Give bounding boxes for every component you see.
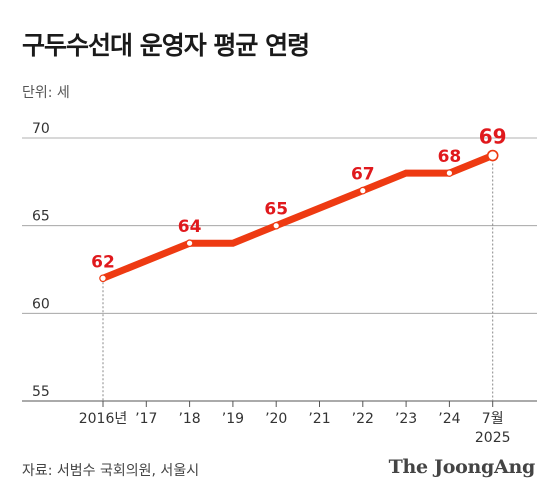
data-point: [358, 186, 367, 195]
data-label: 69: [479, 125, 507, 149]
data-labels: 62 64 65 67 68 69: [91, 125, 506, 273]
y-tick-label: 65: [32, 209, 50, 225]
unit-label: 단위: 세: [22, 85, 70, 101]
data-label: 62: [91, 252, 115, 272]
x-tick-label: ’18: [178, 411, 200, 427]
data-point: [185, 239, 194, 248]
x-tick-label: 7월: [482, 411, 504, 427]
data-label: 68: [438, 147, 462, 167]
x-tick-label: ’20: [265, 411, 287, 427]
x-tick-label: ’22: [352, 411, 374, 427]
x-tick-label: ’23: [395, 411, 417, 427]
y-tick-label: 70: [32, 121, 50, 137]
y-tick-label: 60: [32, 296, 50, 312]
source-note: 자료: 서범수 국회의원, 서울시: [22, 463, 200, 479]
data-points: [99, 149, 499, 283]
drop-lines: [102, 155, 494, 401]
x-tick-label: 2016년: [79, 411, 128, 427]
x-tick-sublabel: 2025: [475, 430, 511, 446]
data-label: 64: [178, 217, 202, 237]
x-tick-label: ’24: [438, 411, 460, 427]
x-axis-ticks: 2016년 ’17 ’18 ’19 ’20 ’21 ’22 ’23 ’24 7월 2025: [79, 401, 511, 446]
chart-title: 구두수선대 운영자 평균 연령: [22, 31, 310, 60]
x-tick-label: ’21: [308, 411, 330, 427]
series-line-path: [101, 152, 495, 282]
data-point: [99, 274, 107, 283]
series-line: [101, 152, 495, 282]
publisher-logo: The JoongAng: [388, 456, 536, 478]
data-label: 65: [264, 200, 288, 220]
data-label: 67: [351, 165, 375, 185]
y-tick-label: 55: [32, 384, 50, 400]
data-point: [445, 169, 454, 177]
data-point: [486, 149, 499, 162]
data-point: [272, 221, 281, 230]
grid-lines: [22, 137, 537, 402]
y-axis-ticks: 55 60 65 70: [32, 121, 50, 400]
x-tick-label: ’17: [135, 411, 157, 427]
x-tick-label: ’19: [222, 411, 244, 427]
